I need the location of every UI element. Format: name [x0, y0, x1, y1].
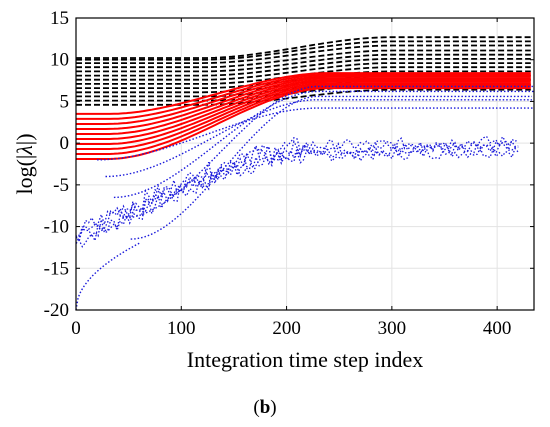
series-line-red: [76, 72, 531, 115]
plot-frame: [75, 17, 535, 311]
y-axis-title-prefix: log(|: [12, 155, 37, 195]
y-axis-title-symbol: λ: [12, 145, 37, 156]
series-line-blue-upper: [105, 99, 532, 178]
series-line-black: [76, 49, 531, 69]
series-line-black: [76, 44, 531, 64]
series-line-blue-lower: [75, 135, 519, 239]
series-line-red: [76, 77, 531, 130]
x-tick-label: 0: [71, 318, 81, 339]
series-line-blue-lower: [75, 138, 519, 244]
series-line-black: [76, 88, 531, 106]
y-tick-label: 15: [50, 8, 69, 29]
caption-open: (: [253, 397, 259, 418]
series-line-blue-upper: [97, 107, 533, 161]
caption-close: ): [270, 397, 276, 418]
grid: [75, 17, 534, 311]
y-axis-title-suffix: |): [12, 133, 37, 145]
tick-marks: [75, 17, 534, 311]
series-line-red: [76, 80, 531, 140]
y-axis-title: log(|λ|): [12, 133, 37, 194]
series-line-black: [76, 53, 531, 73]
caption-letter: b: [260, 397, 271, 418]
series-line-blue-upper: [130, 95, 532, 240]
y-tick-label: -10: [44, 217, 69, 238]
y-tick-label: 5: [60, 91, 70, 112]
y-tick-label: -15: [44, 258, 69, 279]
series-line-red: [76, 78, 531, 135]
y-tick-label: 10: [50, 50, 69, 71]
series-line-red: [76, 83, 531, 150]
x-tick-label: 200: [272, 318, 301, 339]
series-line-black: [76, 40, 531, 61]
series-line-red: [76, 73, 531, 120]
x-tick-label: 300: [378, 318, 407, 339]
x-tick-labels: 0 100 200 300 400: [71, 318, 511, 339]
x-tick-label: 100: [167, 318, 196, 339]
y-tick-label: -5: [53, 175, 69, 196]
y-tick-label: 0: [60, 133, 70, 154]
series-layer: [75, 36, 534, 311]
series-line-black: [76, 36, 531, 59]
series-line-black: [76, 58, 531, 77]
x-tick-label: 400: [483, 318, 512, 339]
series-line-blue-lower: [75, 146, 519, 248]
series-line-red: [76, 75, 531, 125]
series-line-red: [76, 82, 531, 145]
series-line-black: [76, 62, 531, 81]
figure-caption: (b): [253, 397, 276, 418]
x-axis-title: Integration time step index: [187, 347, 423, 372]
y-tick-label: -20: [44, 300, 69, 321]
y-tick-labels: -20 -15 -10 -5 0 5 10 15: [44, 8, 69, 321]
series-line-red: [76, 87, 531, 160]
